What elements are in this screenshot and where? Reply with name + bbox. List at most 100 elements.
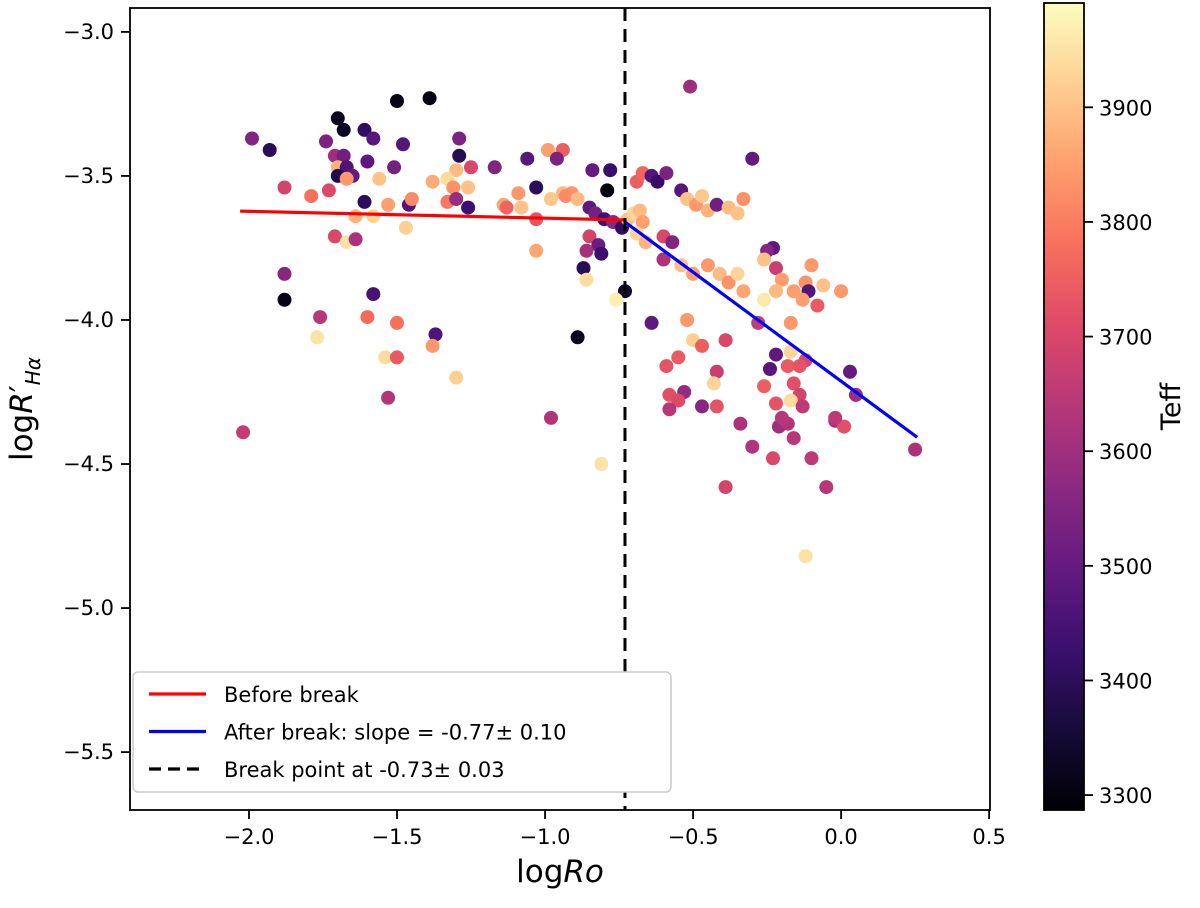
- scatter-point: [398, 220, 413, 235]
- scatter-point: [381, 390, 396, 405]
- before-break-line: [240, 209, 626, 222]
- scatter-point: [680, 313, 695, 327]
- after-break-line: [624, 220, 919, 439]
- scatter-point: [594, 246, 609, 261]
- scatter-point: [695, 189, 709, 204]
- scatter-point: [582, 229, 597, 244]
- scatter-point: [321, 183, 336, 198]
- scatter-point: [600, 183, 615, 198]
- scatter-point: [570, 192, 585, 206]
- y-tick-label: −5.5: [63, 740, 114, 764]
- scatter-point: [452, 148, 467, 163]
- colorbar-tick-label: 3300: [1099, 784, 1152, 808]
- legend-label-1: Before break: [224, 683, 360, 707]
- scatter-point: [804, 451, 819, 466]
- scatter-point: [769, 261, 783, 276]
- scatter-point: [544, 410, 558, 425]
- x-tick-label: −1.0: [520, 825, 571, 849]
- scatter-point: [452, 131, 467, 146]
- scatter-point: [783, 393, 798, 408]
- scatter-point: [736, 284, 751, 299]
- scatter-point: [396, 137, 410, 152]
- scatter-point: [390, 350, 404, 365]
- x-tick-label: 0.5: [972, 825, 1005, 849]
- y-tick-label: −4.5: [63, 452, 114, 476]
- colorbar-tick-label: 3800: [1099, 211, 1152, 235]
- legend-label-2: After break: slope = -0.77± 0.10: [224, 721, 567, 745]
- scatter-point: [262, 143, 277, 157]
- colorbar: [1044, 3, 1084, 810]
- scatter-point: [390, 94, 404, 108]
- y-tick-label: −4.0: [63, 308, 114, 332]
- scatter-point: [529, 180, 544, 195]
- colorbar-tick-label: 3700: [1099, 326, 1152, 350]
- scatter-point: [757, 292, 772, 307]
- scatter-point: [464, 160, 478, 175]
- scatter-point: [514, 200, 529, 215]
- scatter-point: [366, 131, 381, 146]
- scatter-point: [425, 174, 440, 189]
- scatter-point: [745, 439, 760, 454]
- colorbar-label: Teff: [1156, 382, 1187, 432]
- scatter-point: [816, 278, 831, 293]
- scatter-point: [795, 292, 810, 307]
- scatter-point: [718, 480, 733, 495]
- scatter-point: [650, 174, 665, 189]
- scatter-point: [766, 451, 780, 466]
- scatter-point: [366, 209, 381, 224]
- scatter-point: [718, 333, 733, 348]
- scatter-point: [360, 154, 375, 169]
- scatter-point: [834, 284, 849, 299]
- scatter-point: [487, 160, 502, 175]
- scatter-point: [348, 232, 363, 247]
- scatter-point: [659, 359, 674, 374]
- scatter-point: [372, 171, 387, 186]
- scatter-point: [786, 431, 801, 446]
- scatter-point: [908, 442, 923, 457]
- scatter-point: [579, 272, 594, 287]
- scatter-point: [446, 180, 461, 195]
- scatter-point: [404, 192, 419, 206]
- axes-spines: [129, 7, 991, 811]
- scatter-point: [529, 243, 544, 258]
- y-tick-label: −3.0: [63, 20, 114, 44]
- scatter-point: [635, 215, 650, 229]
- scatter-point: [360, 310, 375, 325]
- scatter-point: [236, 425, 251, 440]
- scatter-point: [277, 292, 292, 307]
- scatter-point: [804, 258, 819, 273]
- scatter-point: [425, 338, 440, 353]
- scatter-point: [644, 315, 659, 330]
- scatter-point: [378, 350, 393, 365]
- scatter-point: [730, 266, 745, 281]
- scatter-point: [422, 91, 437, 106]
- scatter-point: [683, 79, 698, 94]
- scatter-point: [449, 370, 464, 385]
- scatter-point: [339, 171, 354, 186]
- scatter-point: [570, 330, 585, 345]
- colorbar-tick-label: 3600: [1099, 440, 1152, 464]
- scatter-point: [381, 197, 396, 212]
- scatter-point: [449, 192, 464, 206]
- scatter-point: [780, 359, 795, 374]
- x-tick-label: 0.0: [824, 825, 857, 849]
- scatter-point: [541, 143, 555, 157]
- scatter-point: [609, 292, 624, 307]
- scatter-point: [558, 189, 573, 204]
- x-tick-label: −0.5: [668, 825, 719, 849]
- scatter-point: [671, 350, 686, 365]
- scatter-point: [461, 200, 476, 215]
- scatter-point: [277, 266, 292, 281]
- scatter-point: [665, 235, 680, 250]
- scatter-point: [769, 284, 783, 299]
- scatter-point: [544, 192, 558, 206]
- scatter-point: [632, 203, 647, 218]
- x-tick-label: −2.0: [224, 825, 275, 849]
- scatter-point: [786, 284, 801, 299]
- scatter-point: [828, 410, 843, 425]
- scatter-point: [709, 364, 724, 379]
- y-axis-label: logR′Hα: [4, 357, 45, 461]
- scatter-point: [348, 209, 363, 224]
- scatter-point: [786, 376, 801, 391]
